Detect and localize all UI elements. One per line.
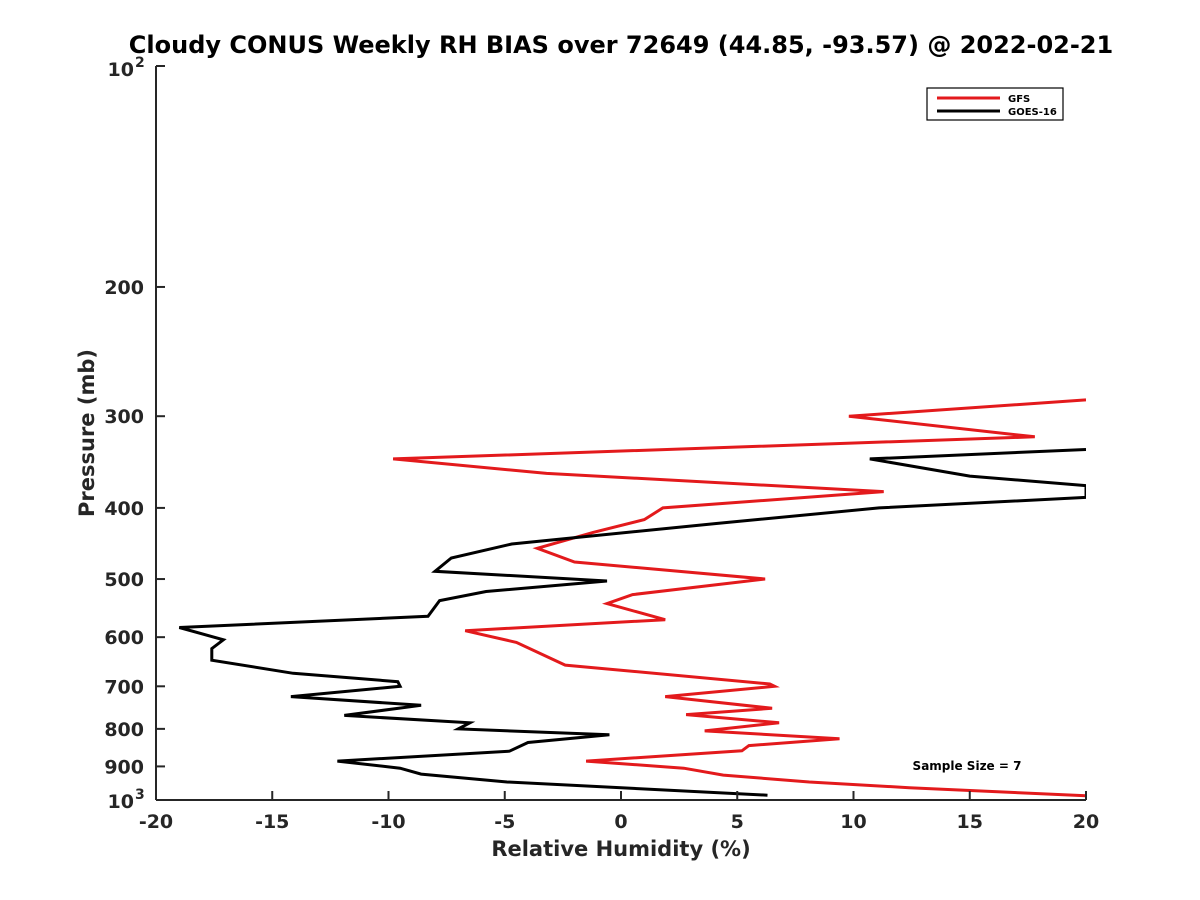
legend-label: GOES-16 <box>1008 107 1057 118</box>
y-tick-label: 900 <box>104 756 144 778</box>
y-tick-exponent: 3 <box>135 787 145 803</box>
y-tick-label: 300 <box>104 406 144 428</box>
x-axis: -20 -15 -10 -5 0 5 10 15 20 <box>139 791 1099 833</box>
x-tick-label: 10 <box>840 811 866 833</box>
legend-label: GFS <box>1008 94 1030 105</box>
x-tick-label: -20 <box>139 811 173 833</box>
legend: GFS GOES-16 <box>926 87 1064 121</box>
y-tick-label: 10 <box>108 59 134 81</box>
sample-size-annotation: Sample Size = 7 <box>913 759 1022 773</box>
x-tick-label: -15 <box>255 811 289 833</box>
legend-box <box>926 87 1064 121</box>
y-tick-label: 500 <box>104 569 144 591</box>
y-tick-exponent: 2 <box>135 55 145 71</box>
x-tick-label: -10 <box>371 811 405 833</box>
y-tick-label: 800 <box>104 719 144 741</box>
y-tick-label: 400 <box>104 498 144 520</box>
x-tick-label: 20 <box>1073 811 1099 833</box>
y-tick-label: 600 <box>104 627 144 649</box>
x-tick-label: -5 <box>494 811 515 833</box>
y-axis-label: Pressure (mb) <box>75 349 99 517</box>
y-tick-label: 700 <box>104 676 144 698</box>
x-tick-label: 15 <box>957 811 983 833</box>
x-tick-label: 0 <box>614 811 627 833</box>
x-axis-label: Relative Humidity (%) <box>491 837 750 861</box>
y-tick-label: 10 <box>108 791 134 813</box>
y-tick-label: 200 <box>104 277 144 299</box>
chart-title: Cloudy CONUS Weekly RH BIAS over 72649 (… <box>129 31 1113 59</box>
series-line-gfs <box>392 398 1086 798</box>
series-line-goes-16 <box>178 448 1086 797</box>
plot-area <box>178 398 1086 798</box>
x-tick-label: 5 <box>731 811 744 833</box>
